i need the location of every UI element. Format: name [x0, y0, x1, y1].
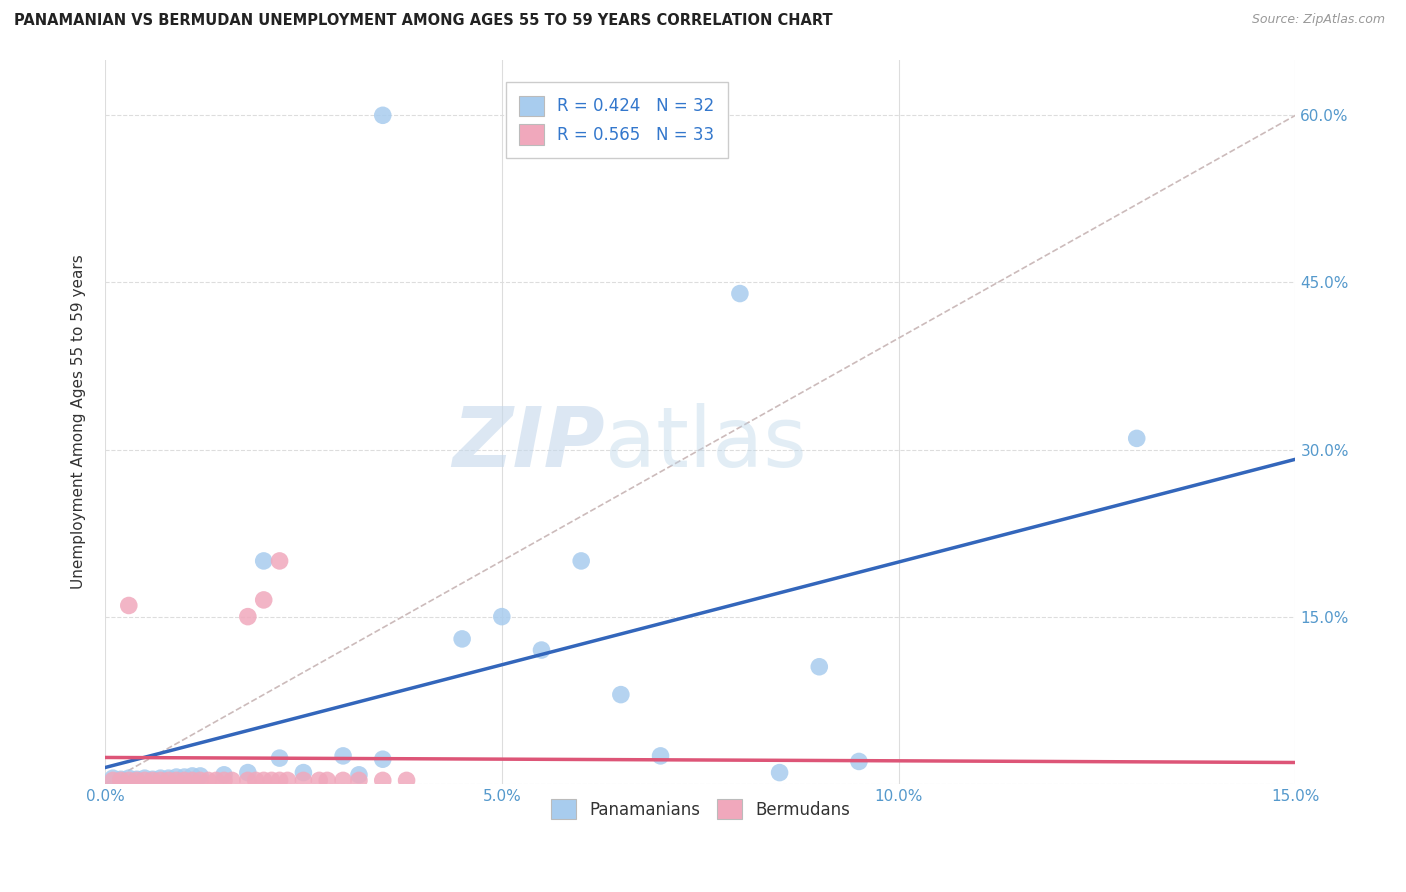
Point	[236, 609, 259, 624]
Point	[118, 773, 141, 788]
Point	[236, 773, 259, 788]
Point	[332, 748, 354, 763]
Point	[221, 773, 243, 788]
Point	[1125, 431, 1147, 445]
Point	[118, 771, 141, 785]
Point	[149, 771, 172, 785]
Point	[110, 773, 132, 788]
Point	[269, 773, 291, 788]
Point	[530, 643, 553, 657]
Point	[165, 773, 187, 788]
Point	[491, 609, 513, 624]
Point	[347, 768, 370, 782]
Point	[650, 748, 672, 763]
Point	[253, 773, 276, 788]
Point	[768, 765, 790, 780]
Text: PANAMANIAN VS BERMUDAN UNEMPLOYMENT AMONG AGES 55 TO 59 YEARS CORRELATION CHART: PANAMANIAN VS BERMUDAN UNEMPLOYMENT AMON…	[14, 13, 832, 29]
Point	[205, 773, 228, 788]
Point	[181, 769, 204, 783]
Point	[332, 773, 354, 788]
Point	[134, 771, 156, 785]
Point	[142, 772, 165, 787]
Point	[165, 770, 187, 784]
Point	[347, 773, 370, 788]
Text: atlas: atlas	[605, 403, 807, 483]
Point	[125, 773, 148, 788]
Point	[253, 554, 276, 568]
Point	[610, 688, 633, 702]
Point	[149, 773, 172, 788]
Point	[569, 554, 592, 568]
Point	[110, 772, 132, 787]
Point	[212, 768, 235, 782]
Point	[371, 752, 394, 766]
Point	[728, 286, 751, 301]
Point	[371, 773, 394, 788]
Text: Source: ZipAtlas.com: Source: ZipAtlas.com	[1251, 13, 1385, 27]
Point	[395, 773, 418, 788]
Text: ZIP: ZIP	[453, 403, 605, 483]
Point	[277, 773, 299, 788]
Point	[181, 773, 204, 788]
Point	[253, 593, 276, 607]
Y-axis label: Unemployment Among Ages 55 to 59 years: Unemployment Among Ages 55 to 59 years	[72, 254, 86, 589]
Point	[212, 773, 235, 788]
Point	[157, 773, 180, 788]
Point	[197, 773, 219, 788]
Point	[808, 659, 831, 673]
Point	[157, 771, 180, 785]
Point	[269, 554, 291, 568]
Point	[173, 773, 195, 788]
Point	[292, 773, 315, 788]
Point	[118, 599, 141, 613]
Point	[125, 772, 148, 787]
Point	[316, 773, 339, 788]
Point	[236, 765, 259, 780]
Legend: Panamanians, Bermudans: Panamanians, Bermudans	[544, 792, 856, 826]
Point	[245, 773, 267, 788]
Point	[134, 773, 156, 788]
Point	[308, 773, 330, 788]
Point	[101, 773, 124, 788]
Point	[451, 632, 474, 646]
Point	[260, 773, 283, 788]
Point	[269, 751, 291, 765]
Point	[292, 765, 315, 780]
Point	[101, 771, 124, 785]
Point	[188, 773, 211, 788]
Point	[142, 773, 165, 788]
Point	[173, 770, 195, 784]
Point	[371, 108, 394, 122]
Point	[188, 769, 211, 783]
Point	[848, 755, 870, 769]
